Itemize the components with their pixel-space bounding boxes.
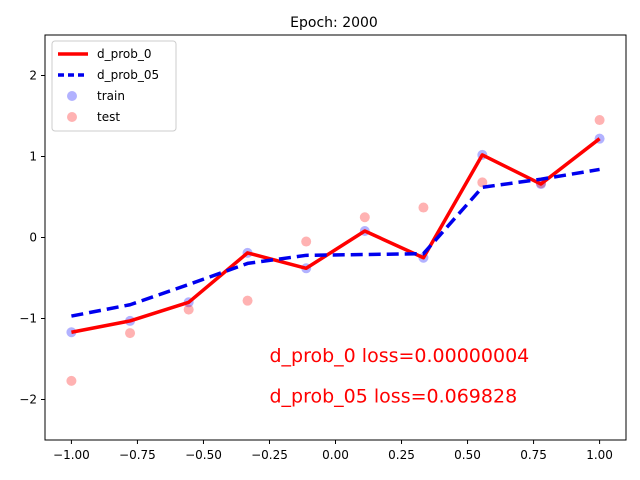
scatter-point-test: [242, 295, 253, 306]
loss-annotation: d_prob_0 loss=0.00000004: [269, 345, 529, 367]
loss-annotation: d_prob_05 loss=0.069828: [269, 385, 517, 407]
chart-title: Epoch: 2000: [290, 15, 378, 31]
y-tick-label: 2: [29, 69, 37, 83]
x-tick-label: −0.25: [251, 448, 288, 462]
series-line-d_prob_0: [71, 137, 601, 334]
scatter-point-test: [359, 212, 370, 223]
legend-label-d_prob_0: d_prob_0: [97, 47, 152, 61]
legend-label-test: test: [97, 110, 120, 124]
scatter-point-test: [301, 236, 312, 247]
y-tick-label: −2: [19, 393, 37, 407]
x-tick-label: 0.50: [454, 448, 481, 462]
x-tick-label: −0.50: [185, 448, 222, 462]
legend-swatch-test: [67, 112, 77, 122]
scatter-point-test: [183, 304, 194, 315]
x-tick-label: −0.75: [119, 448, 156, 462]
legend-swatch-train: [67, 91, 77, 101]
legend-box: [51, 40, 177, 132]
series-line-d_prob_05: [71, 167, 600, 318]
legend-label-d_prob_05: d_prob_05: [97, 68, 159, 82]
annotations: d_prob_0 loss=0.00000004 d_prob_05 loss=0…: [269, 345, 529, 408]
scatter-point-test: [66, 375, 77, 386]
scatter-point-test: [418, 202, 429, 213]
y-axis: −2 −1 0 1 2: [19, 69, 45, 407]
y-tick-label: 1: [29, 150, 37, 164]
scatter-point-test: [125, 328, 136, 339]
scatter-point-test: [477, 177, 488, 188]
x-tick-label: −1.00: [53, 448, 90, 462]
x-tick-label: 1.00: [586, 448, 613, 462]
x-axis: −1.00 −0.75 −0.50 −0.25 0.00 0.25 0.50 0.75 1.00: [53, 440, 613, 462]
x-tick-label: 0.00: [322, 448, 349, 462]
x-tick-label: 0.75: [520, 448, 547, 462]
y-tick-label: −1: [19, 312, 37, 326]
x-tick-label: 0.25: [388, 448, 415, 462]
y-tick-label: 0: [29, 231, 37, 245]
scatter-point-test: [594, 115, 605, 126]
legend-label-train: train: [97, 89, 125, 103]
